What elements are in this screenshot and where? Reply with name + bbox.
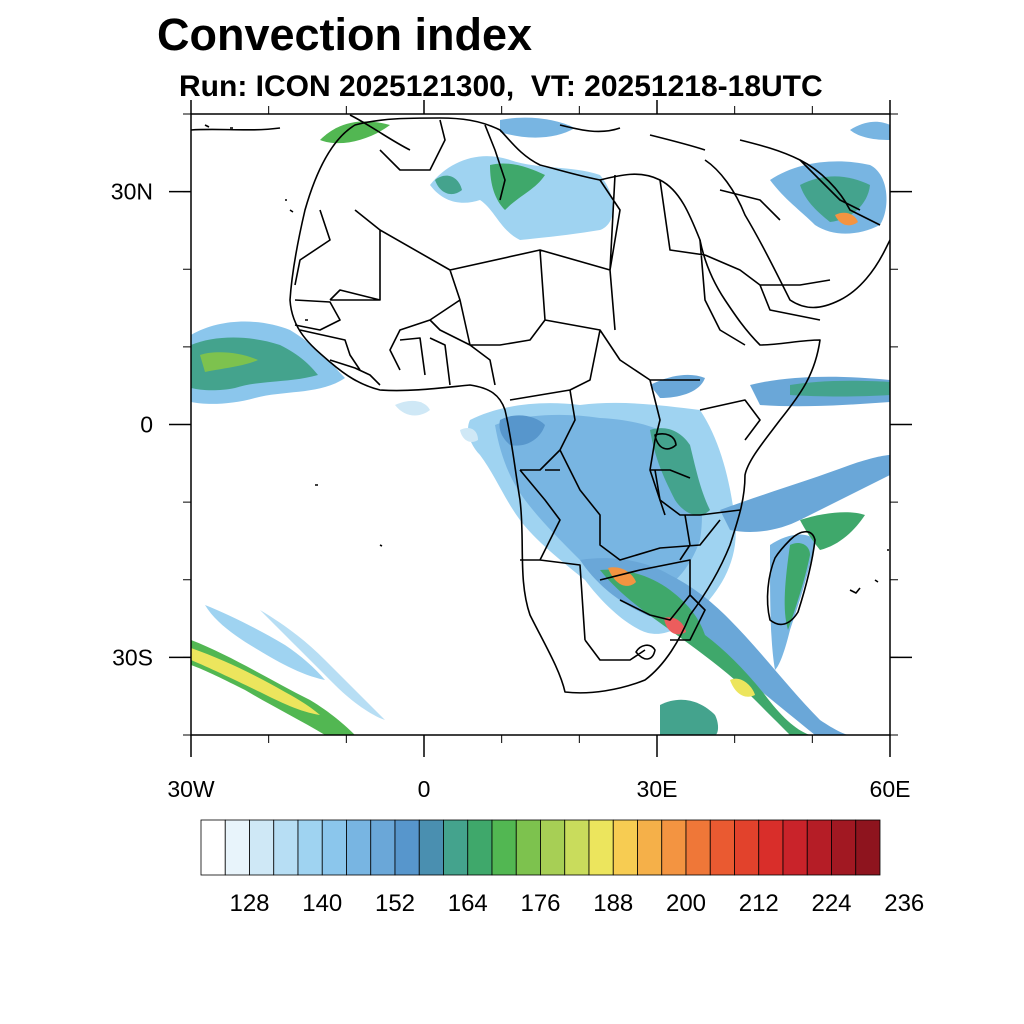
cloud-peak-atlantic-itcz xyxy=(200,352,258,372)
cloud-band-indian-ocean-se xyxy=(720,455,890,532)
colorbar-label: 140 xyxy=(302,890,342,917)
cloud-peak-southern-africa-3 xyxy=(730,678,755,697)
europe-coastline xyxy=(191,114,706,151)
cloud-peak-southern-africa xyxy=(608,567,636,586)
colorbar-label: 236 xyxy=(884,890,924,917)
y-tick-label: 30N xyxy=(111,179,153,205)
y-tick-label: 0 xyxy=(140,412,153,438)
colorbar-swatch xyxy=(418,819,444,876)
cloud-core-lake-region xyxy=(650,428,710,516)
x-tick-label: 30W xyxy=(167,776,215,802)
cloud-core-southern-africa xyxy=(600,569,810,735)
colorbar-swatch xyxy=(661,819,687,876)
cloud-patch-equatorial-atlantic xyxy=(460,428,478,442)
colorbar-swatch xyxy=(249,819,275,876)
x-tick-label: 0 xyxy=(418,776,431,802)
colorbar-swatch xyxy=(297,819,323,876)
africa-coastline xyxy=(289,117,821,694)
colorbar-swatch xyxy=(855,819,881,876)
colorbar-swatch xyxy=(491,819,517,876)
colorbar-swatch xyxy=(564,819,590,876)
colorbar-swatch xyxy=(540,819,566,876)
colorbar-swatch xyxy=(346,819,372,876)
cloud-core-atlantic-itcz xyxy=(191,337,318,391)
colorbar-swatch xyxy=(588,819,614,876)
colorbar-swatch xyxy=(321,819,347,876)
colorbar-swatch xyxy=(200,819,226,876)
cloud-core-indian-ocean-se xyxy=(800,512,865,550)
colorbar-swatch xyxy=(758,819,784,876)
cloud-patch-gulf-guinea xyxy=(395,400,430,416)
country-borders xyxy=(294,119,861,661)
y-tick-label: 30S xyxy=(112,644,153,670)
cloud-band-mediterranean xyxy=(320,121,390,144)
colorbar-swatch xyxy=(273,819,299,876)
colorbar-swatch xyxy=(782,819,808,876)
map-axes: 30W 0 30E 60E 30N 0 30S xyxy=(111,100,912,802)
coastlines xyxy=(191,114,890,694)
colorbar-swatch xyxy=(467,819,493,876)
colorbar-swatch xyxy=(637,819,663,876)
colorbar-swatch xyxy=(709,819,735,876)
colorbar-label: 128 xyxy=(229,890,269,917)
lake-tanganyika xyxy=(654,469,691,561)
colorbar-label: 200 xyxy=(666,890,706,917)
cloud-peak-southern-africa-2 xyxy=(664,617,686,635)
cloud-core-horn xyxy=(790,380,890,397)
colorbar-label: 164 xyxy=(448,890,488,917)
arabia-coastline xyxy=(704,139,890,309)
x-tick-label: 60E xyxy=(870,776,911,802)
convection-field xyxy=(191,117,890,735)
colorbar-label: 212 xyxy=(739,890,779,917)
cloud-band-south-atlantic-3 xyxy=(260,610,385,720)
colorbar-label: 224 xyxy=(811,890,851,917)
colorbar-label: 152 xyxy=(375,890,415,917)
cloud-band-south-atlantic-2 xyxy=(205,605,325,680)
colorbar-swatch xyxy=(612,819,638,876)
cloud-layer-central-africa xyxy=(495,414,702,595)
cloud-core-south-atlantic-1 xyxy=(191,648,320,715)
chart-title: Convection index xyxy=(157,9,533,60)
cloud-core-north-africa-2 xyxy=(435,175,462,195)
cloud-peak-arabia xyxy=(835,212,858,226)
colorbar-label: 188 xyxy=(593,890,633,917)
colorbar-swatch xyxy=(734,819,760,876)
cloud-core-madagascar xyxy=(784,543,810,630)
colorbar: 128 140 152 164 176 188 200 212 224 236 xyxy=(200,819,924,917)
colorbar-swatch xyxy=(443,819,469,876)
colorbar-swatch xyxy=(394,819,420,876)
cloud-patch-south-indian xyxy=(660,699,719,735)
colorbar-swatch xyxy=(515,819,541,876)
islands xyxy=(204,124,889,594)
lake-victoria xyxy=(654,433,677,450)
cloud-band-northeast xyxy=(500,117,575,138)
colorbar-swatch xyxy=(806,819,832,876)
colorbar-swatch xyxy=(831,819,857,876)
madagascar-coastline xyxy=(766,530,816,626)
cloud-band-arabia-north xyxy=(850,121,890,140)
cloud-band-east-africa-north xyxy=(650,374,705,398)
chart-subtitle: Run: ICON 2025121300, VT: 20251218-18UTC xyxy=(179,70,823,103)
colorbar-swatch xyxy=(370,819,396,876)
cloud-band-north-africa xyxy=(430,156,614,240)
x-tick-label: 30E xyxy=(637,776,678,802)
colorbar-label: 176 xyxy=(520,890,560,917)
colorbar-swatch xyxy=(685,819,711,876)
colorbar-swatch xyxy=(224,819,250,876)
